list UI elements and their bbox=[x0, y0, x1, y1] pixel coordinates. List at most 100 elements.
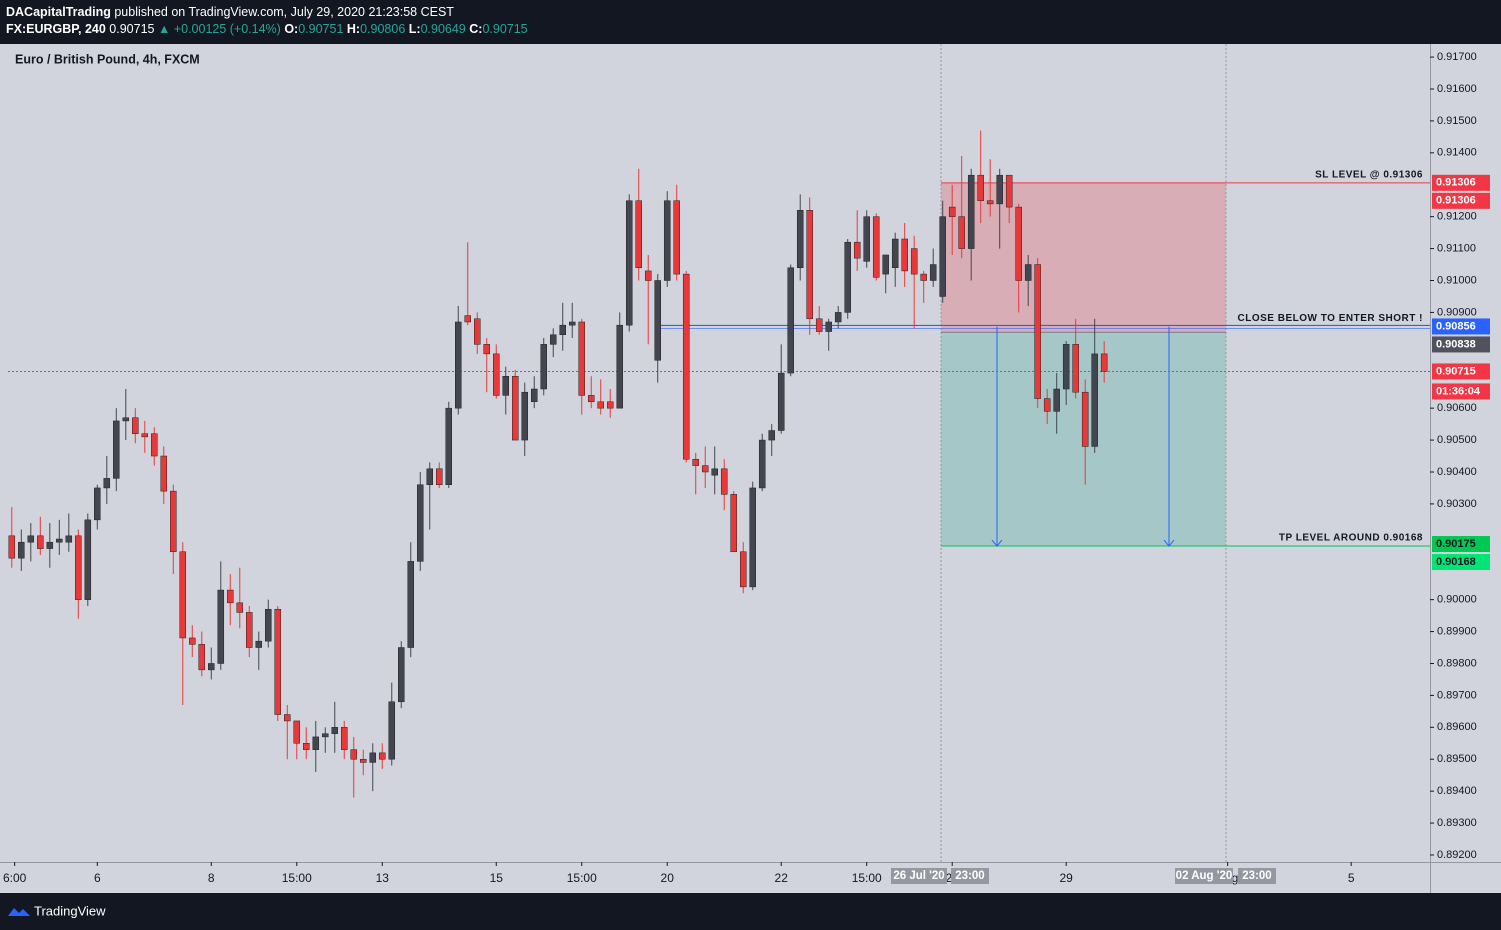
candle-body bbox=[1053, 388, 1060, 412]
price-tag-label: 0.90175 bbox=[1436, 538, 1476, 550]
y-tick-label: 0.89200 bbox=[1437, 849, 1477, 861]
candle-body bbox=[568, 321, 576, 326]
candle-body bbox=[1091, 353, 1098, 447]
candle-body bbox=[464, 315, 472, 323]
price-tag bbox=[1432, 363, 1490, 380]
candle-body bbox=[56, 538, 63, 543]
candle-body bbox=[379, 752, 386, 760]
price-tag-label: 0.91306 bbox=[1436, 177, 1476, 189]
date-tag bbox=[951, 868, 989, 884]
x-tick-label: 15 bbox=[490, 871, 504, 885]
y-tick-label: 0.90900 bbox=[1437, 306, 1477, 318]
candle-body bbox=[549, 334, 557, 345]
y-tick-label: 0.90000 bbox=[1437, 594, 1477, 606]
x-tick-label: 6 bbox=[94, 871, 101, 885]
candle-body bbox=[426, 468, 434, 486]
y-tick-label: 0.91700 bbox=[1437, 51, 1477, 63]
candle-body bbox=[625, 200, 633, 326]
candle-body bbox=[246, 612, 253, 648]
x-tick-label: 6:00 bbox=[3, 871, 27, 885]
price-tag bbox=[1432, 192, 1490, 209]
candle-body bbox=[113, 420, 120, 479]
candle-body bbox=[360, 758, 367, 763]
candle-body bbox=[407, 561, 415, 648]
y-tick-label: 0.89600 bbox=[1437, 721, 1477, 733]
date-tag-label: 26 Jul '20 bbox=[893, 870, 944, 882]
candle-body bbox=[929, 264, 937, 281]
candle-body bbox=[75, 535, 82, 600]
candle-body bbox=[445, 407, 453, 486]
candle-body bbox=[341, 727, 348, 750]
x-tick-label: 22 bbox=[775, 871, 789, 885]
candle-body bbox=[1072, 344, 1079, 393]
o: 0.90751 bbox=[298, 22, 344, 36]
candle-body bbox=[825, 321, 832, 332]
y-tick-label: 0.90500 bbox=[1437, 434, 1477, 446]
candle-body bbox=[834, 312, 842, 323]
candle-body bbox=[255, 640, 263, 648]
candle-body bbox=[1005, 174, 1013, 208]
candle-body bbox=[179, 551, 187, 639]
candle-body bbox=[920, 273, 927, 281]
candle-body bbox=[284, 714, 291, 722]
candle-body bbox=[208, 663, 215, 671]
candle-body bbox=[198, 644, 206, 671]
candle-body bbox=[1015, 206, 1022, 281]
candle-body bbox=[682, 273, 690, 460]
date-tag-label: 23:00 bbox=[955, 870, 984, 882]
candle-body bbox=[350, 749, 358, 760]
c-label: C: bbox=[469, 22, 483, 36]
price-tag-label: 01:36:04 bbox=[1436, 385, 1481, 397]
chart-title: Euro / British Pound, 4h, FXCM bbox=[15, 52, 200, 66]
drawing-label: TP LEVEL AROUND 0.90168 bbox=[1279, 533, 1423, 544]
price-tag-label: 0.90856 bbox=[1436, 320, 1476, 332]
candle-body bbox=[398, 647, 405, 703]
candle-body bbox=[958, 216, 965, 249]
candle-body bbox=[492, 353, 500, 396]
l-label: L: bbox=[408, 22, 421, 36]
candle-body bbox=[1062, 344, 1070, 390]
candle-body bbox=[578, 321, 585, 396]
o-label: O: bbox=[284, 22, 299, 36]
candle-body bbox=[692, 458, 699, 466]
price-tag bbox=[1432, 174, 1490, 191]
price-tag-label: 0.90168 bbox=[1436, 556, 1476, 568]
candle-body bbox=[265, 608, 272, 642]
candle-body bbox=[1024, 264, 1032, 281]
arrow-head bbox=[1163, 539, 1175, 547]
y-tick-label: 0.91500 bbox=[1437, 115, 1477, 127]
candle-body bbox=[910, 248, 918, 275]
date-tag bbox=[1175, 868, 1233, 884]
candle-body bbox=[853, 241, 861, 259]
x-tick-label: 13 bbox=[376, 871, 390, 885]
candle-body bbox=[587, 395, 595, 403]
author: DACapitalTrading bbox=[6, 5, 111, 19]
candle-body bbox=[436, 468, 443, 486]
x-tick-label: 15:00 bbox=[282, 871, 312, 885]
candle-body bbox=[796, 210, 804, 268]
candle-body bbox=[540, 344, 547, 390]
x-tick-label: 15:00 bbox=[852, 871, 882, 885]
brand: TradingView bbox=[34, 903, 106, 918]
candle-body bbox=[455, 321, 462, 409]
x-tick-label: 8 bbox=[208, 871, 215, 885]
candle-body bbox=[872, 216, 880, 278]
candle-body bbox=[967, 174, 975, 249]
x-tick-label: 20 bbox=[661, 871, 675, 885]
candle-body bbox=[948, 206, 956, 217]
date-tag bbox=[1238, 868, 1276, 884]
candle-body bbox=[474, 318, 481, 345]
x-tick-label: 5 bbox=[1348, 871, 1355, 885]
candle-body bbox=[417, 484, 424, 562]
candle-body bbox=[777, 372, 785, 431]
candle-body bbox=[160, 455, 168, 492]
candle-body bbox=[84, 519, 92, 600]
candle-body bbox=[597, 401, 604, 409]
candle-body bbox=[293, 720, 301, 744]
candle-body bbox=[151, 433, 158, 457]
candle-body bbox=[901, 238, 908, 272]
c: 0.90715 bbox=[482, 22, 528, 36]
candle-body bbox=[530, 388, 538, 403]
candle-body bbox=[132, 417, 139, 434]
